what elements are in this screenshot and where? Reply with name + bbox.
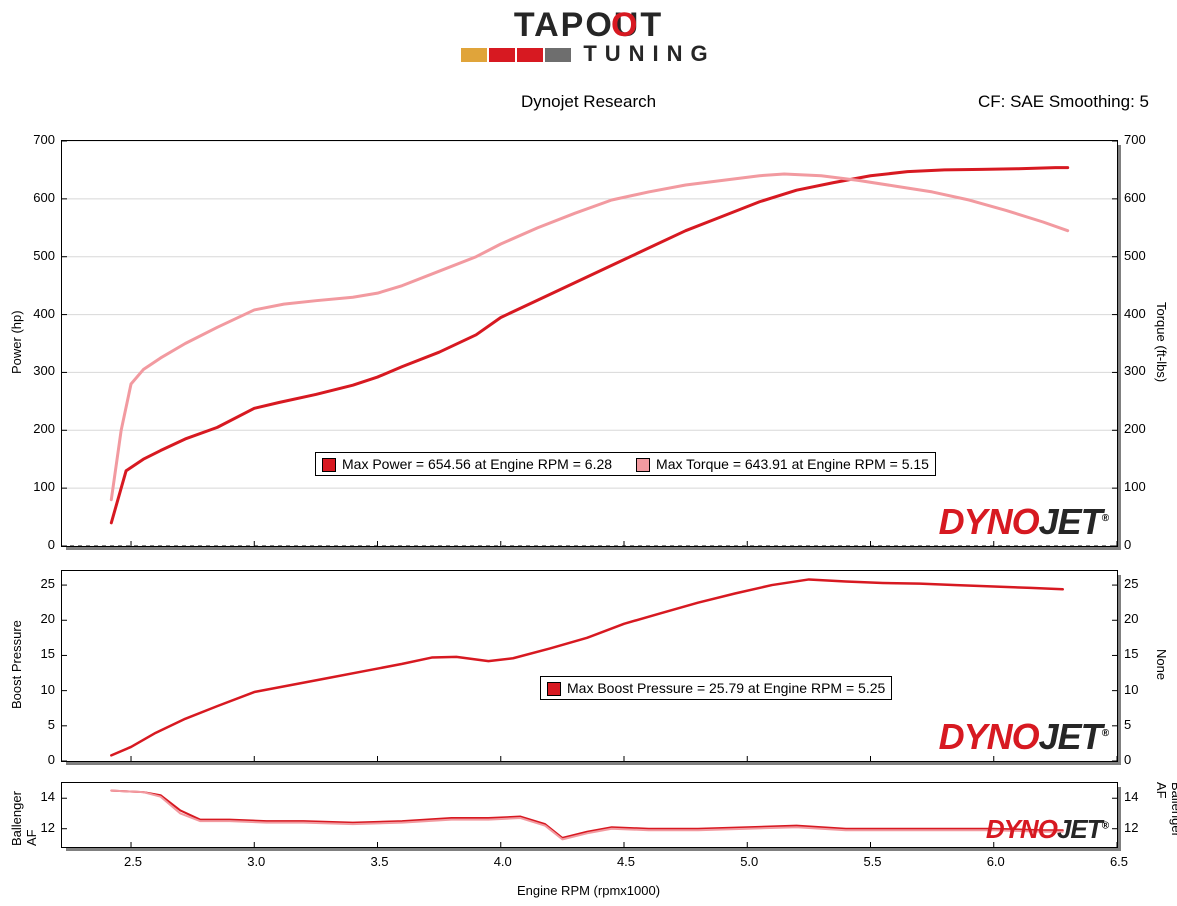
x-tick: 4.0 (488, 854, 518, 869)
smoothing-label: CF: SAE Smoothing: 5 (978, 92, 1149, 112)
brand-color-boxes (461, 42, 573, 68)
panel1-legend: Max Power = 654.56 at Engine RPM = 6.28M… (315, 452, 936, 476)
panel2-legend: Max Boost Pressure = 25.79 at Engine RPM… (540, 676, 892, 700)
x-tick: 2.5 (118, 854, 148, 869)
panel1-ylabel-left: Power (hp) (9, 140, 24, 545)
x-tick: 6.5 (1104, 854, 1134, 869)
panel3-plot (61, 782, 1118, 848)
panel2-ylabel-left: Boost Pressure (9, 570, 24, 760)
x-tick: 6.0 (981, 854, 1011, 869)
x-tick: 3.5 (365, 854, 395, 869)
brand-bottom: TUNING (583, 41, 715, 66)
panel2-plot (61, 570, 1118, 762)
x-tick: 4.5 (611, 854, 641, 869)
brand-top: TAPOUT (514, 6, 663, 44)
panel1-plot (61, 140, 1118, 547)
x-tick: 5.0 (734, 854, 764, 869)
x-tick: 5.5 (858, 854, 888, 869)
x-axis-label: Engine RPM (rpmx1000) (0, 883, 1177, 898)
panel3-ylabel-right: Ballenger AF (1154, 782, 1177, 846)
x-tick: 3.0 (241, 854, 271, 869)
panel1-ylabel-right: Torque (ft-lbs) (1154, 140, 1169, 545)
panel2-ylabel-right: None (1154, 570, 1169, 760)
brand-logo: TAPOUT TUNING (0, 6, 1177, 68)
panel3-ylabel-left: Ballenger AF (9, 782, 39, 846)
